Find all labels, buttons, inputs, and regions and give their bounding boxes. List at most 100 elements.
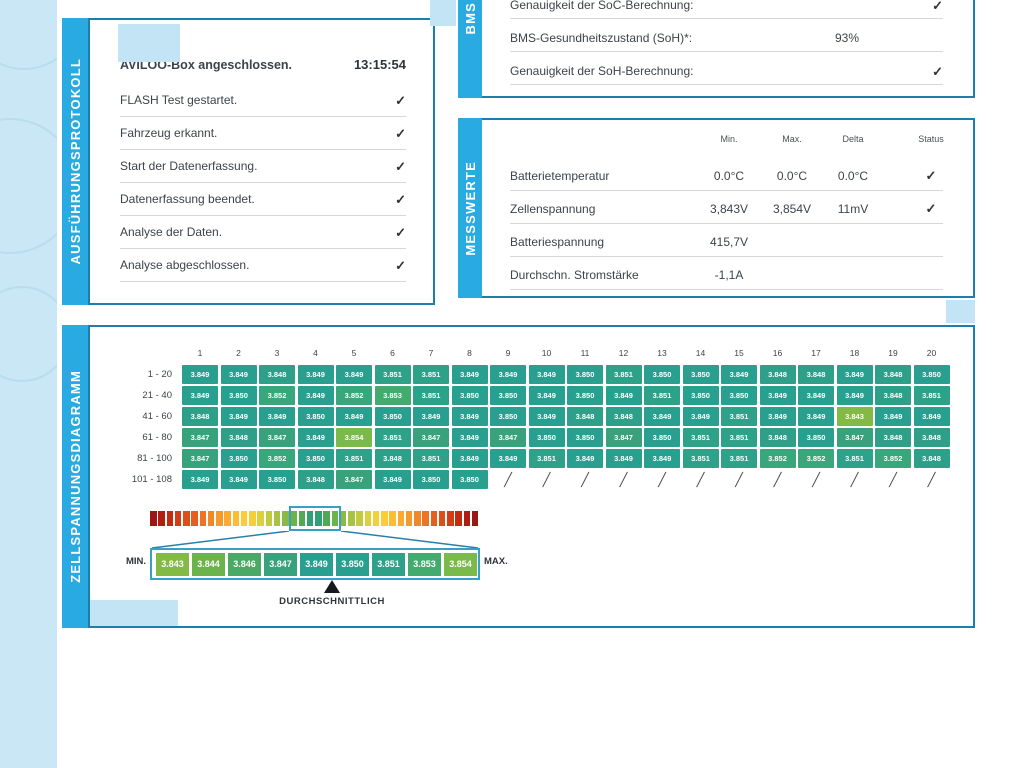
- grid-cell: 3.847: [182, 428, 218, 447]
- decor-square: [430, 0, 456, 26]
- grid-cell: 3.852: [875, 449, 911, 468]
- grid-cell: 3.851: [413, 386, 449, 405]
- bms-row-label: BMS-Gesundheitszustand (SoH)*:: [510, 31, 693, 45]
- scale-strip-cell: 3.853: [408, 553, 441, 576]
- protokoll-step-row: FLASH Test gestartet. ✓: [120, 91, 406, 117]
- messwerte-column-header: Delta: [842, 134, 864, 144]
- protokoll-step-label: Analyse abgeschlossen.: [120, 258, 250, 272]
- grid-cell: 3.849: [336, 365, 372, 384]
- grid-cell: 3.850: [682, 386, 719, 405]
- protokoll-step-label: Analyse der Daten.: [120, 225, 223, 239]
- colorbar-swatch: [158, 511, 165, 526]
- grid-cell: 3.849: [528, 365, 565, 384]
- grid-cell: 3.850: [644, 365, 680, 384]
- check-icon: ✓: [395, 126, 406, 141]
- grid-empty-slash: ╱: [581, 472, 589, 487]
- max-label: MAX.: [484, 556, 508, 567]
- messwerte-column-headers: Min. Max. Delta Status: [510, 134, 943, 146]
- grid-cell: 3.851: [644, 386, 680, 405]
- min-label: MIN.: [125, 556, 146, 567]
- grid-row-label: 41 - 60: [142, 411, 172, 422]
- decor-square: [90, 600, 178, 626]
- colorbar-swatch: [372, 511, 380, 526]
- messwerte-min-value: 3,843V: [709, 202, 749, 216]
- grid-cell: 3.850: [413, 470, 449, 489]
- scale-strip-cell: 3.843: [156, 553, 189, 576]
- grid-cell: 3.850: [451, 470, 488, 489]
- grid-cell: 3.849: [451, 428, 488, 447]
- colorbar-swatch: [356, 511, 363, 526]
- grid-cell: 3.851: [913, 386, 950, 405]
- colorbar-swatch: [282, 511, 289, 526]
- grid-cell: 3.847: [605, 428, 642, 447]
- grid-column-header: 4: [313, 348, 318, 358]
- grid-column-header: 7: [428, 348, 434, 358]
- panel-zellspannungsdiagramm: 1 2 3 4 5 6 7 8 9 10 11 12 13 14 15 16 17 18 19 20 1 - 20 21 …: [88, 325, 975, 628]
- tab-messwerte-label: MESSWERTE: [462, 160, 478, 256]
- grid-cell: 3.849: [182, 365, 218, 384]
- grid-row-label: 61 - 80: [142, 432, 172, 443]
- grid-cell: 3.850: [721, 386, 757, 405]
- grid-cell: 3.849: [451, 407, 488, 426]
- grid-cell: 3.849: [182, 470, 218, 489]
- grid-cell: 3.849: [913, 407, 950, 426]
- grid-cell: 3.851: [836, 449, 873, 468]
- scale-strip-cell: 3.847: [264, 553, 297, 576]
- grid-cell: 3.849: [682, 407, 719, 426]
- grid-cell: 3.851: [682, 449, 719, 468]
- colorbar-swatch: [199, 511, 206, 526]
- grid-cell: 3.850: [220, 449, 257, 468]
- messwerte-rows: Batterietemperatur 0.0°C 0.0°C 0.0°C ✓ Zellen…: [482, 120, 973, 296]
- grid-empty-slash: ╱: [850, 472, 859, 487]
- grid-cell: 3.849: [567, 449, 603, 468]
- grid-column-header: 12: [618, 348, 629, 358]
- messwerte-column-header: Min.: [720, 134, 738, 144]
- grid-cell: 3.852: [798, 449, 834, 468]
- grid-cell: 3.849: [798, 386, 834, 405]
- grid-cell: 3.848: [875, 386, 911, 405]
- grid-cell: 3.849: [836, 386, 873, 405]
- grid-cell: 3.849: [759, 407, 796, 426]
- check-icon: ✓: [395, 192, 406, 207]
- colorbar-swatch: [471, 511, 479, 526]
- grid-cell: 3.849: [490, 365, 526, 384]
- grid-cell: 3.852: [259, 386, 295, 405]
- average-label: DURCHSCHNITTLICH: [279, 596, 385, 607]
- tab-messwerte: MESSWERTE: [458, 118, 482, 298]
- grid-cell: 3.849: [875, 407, 911, 426]
- minmax-scale-strip: 3.843 3.844 3.846 3.847 3.849 3.850 3.851 3.853…: [150, 548, 480, 580]
- grid-cell: 3.847: [336, 470, 372, 489]
- grid-column-header: 9: [505, 348, 511, 358]
- check-icon: ✓: [925, 168, 937, 183]
- grid-cell: 3.849: [182, 386, 218, 405]
- grid-empty-slash: ╱: [812, 472, 820, 487]
- messwerte-row-label: Batteriespannung: [510, 235, 605, 249]
- grid-cell: 3.848: [875, 365, 911, 384]
- grid-cell: 3.851: [374, 428, 411, 447]
- check-icon: ✓: [395, 159, 406, 174]
- messwerte-row: Batteriespannung 415,7V: [510, 233, 943, 257]
- panel-bms: Genauigkeit der SoC-Berechnung: ✓ BMS-Gesu…: [480, 0, 975, 98]
- grid-cell: 3.849: [451, 365, 488, 384]
- messwerte-min-value: 0.0°C: [713, 169, 745, 183]
- grid-cell: 3.848: [567, 407, 603, 426]
- colorbar-swatch: [447, 511, 454, 526]
- grid-column-header: 16: [772, 348, 783, 358]
- grid-cell: 3.851: [605, 365, 642, 384]
- check-icon: ✓: [925, 201, 937, 216]
- grid-cell: 3.849: [644, 407, 680, 426]
- grid-cell: 3.854: [336, 428, 372, 447]
- protokoll-step-label: Datenerfassung beendet.: [120, 192, 255, 206]
- messwerte-row: Batterietemperatur 0.0°C 0.0°C 0.0°C ✓: [510, 167, 943, 191]
- cell-voltage-grid: 1 2 3 4 5 6 7 8 9 10 11 12 13 14 15 16 17 18 19 20 1 - 20 21 …: [90, 327, 973, 626]
- protokoll-step-row: Analyse der Daten. ✓: [120, 223, 406, 249]
- grid-cell: 3.843: [836, 407, 873, 426]
- grid-cell: 3.849: [490, 449, 526, 468]
- colorbar-swatch: [422, 511, 429, 526]
- grid-cell: 3.849: [220, 407, 257, 426]
- grid-cell: 3.850: [451, 386, 488, 405]
- tab-zellspannungsdiagramm: ZELLSPANNUNGSDIAGRAMM: [62, 325, 88, 628]
- grid-cell: 3.848: [759, 365, 796, 384]
- colorbar-swatch: [232, 511, 239, 526]
- grid-empty-slash: ╱: [504, 472, 512, 487]
